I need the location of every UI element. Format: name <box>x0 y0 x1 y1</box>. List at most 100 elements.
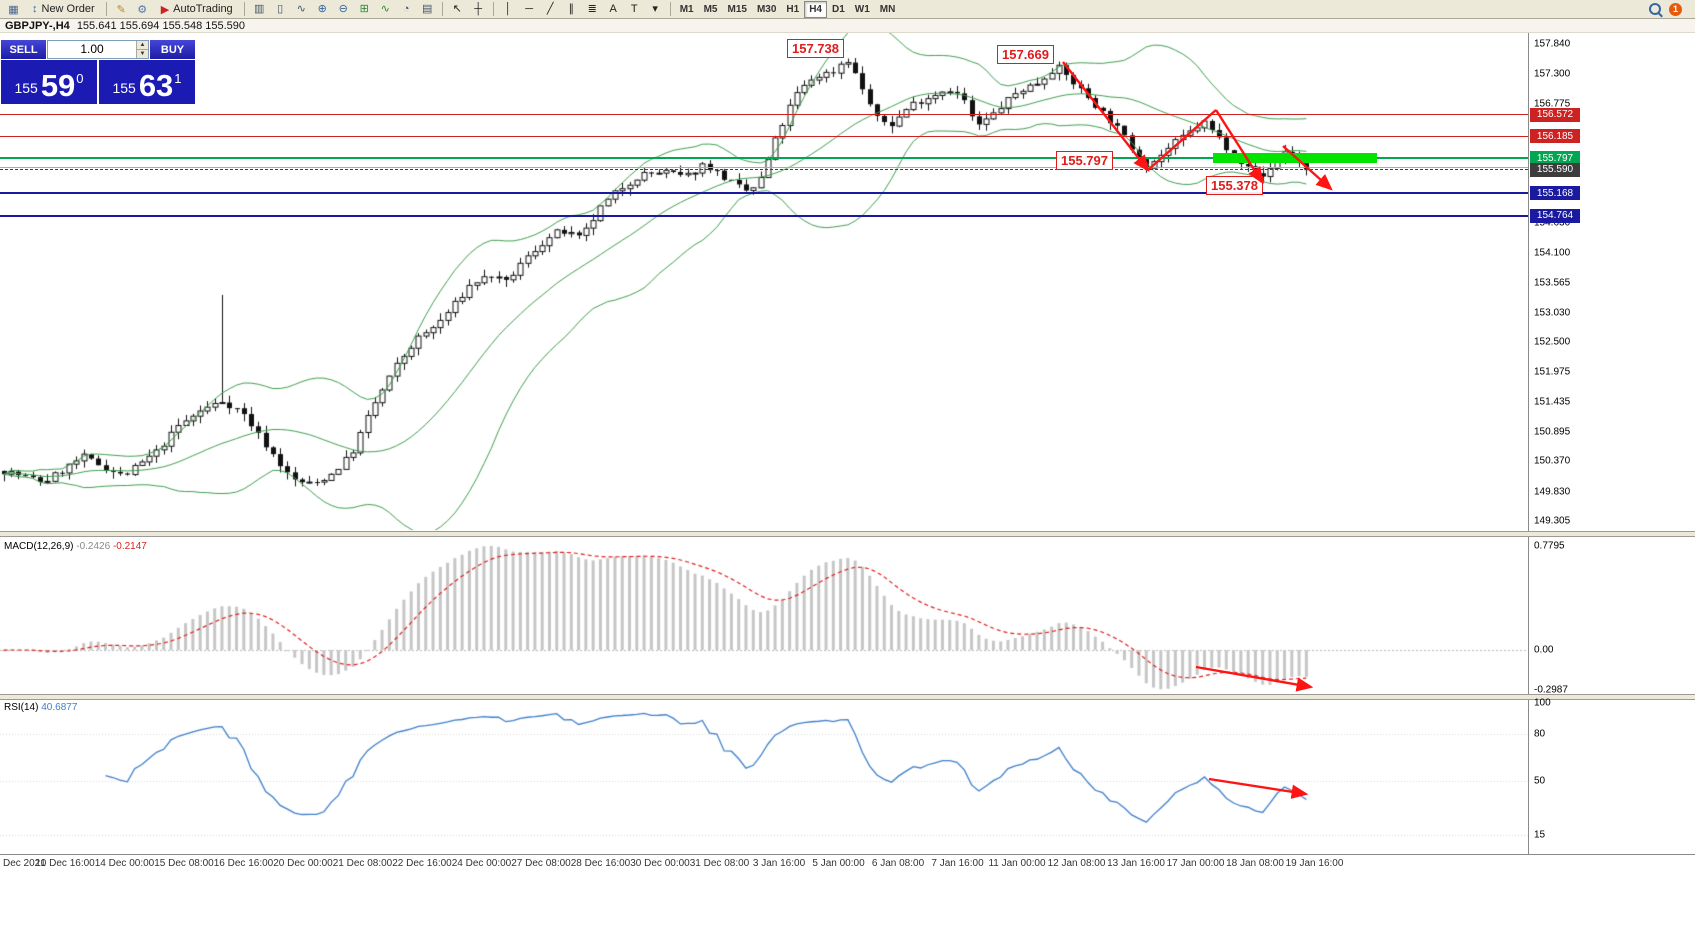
autotrading-button[interactable]: ▶ AutoTrading <box>154 0 240 18</box>
time-axis-label: 20 Dec 00:00 <box>273 858 333 869</box>
time-axis-label: 31 Dec 08:00 <box>689 858 750 869</box>
price-axis-tick: 157.300 <box>1534 68 1571 80</box>
time-axis-separator <box>0 854 1695 855</box>
time-axis-label: 13 Jan 16:00 <box>1107 858 1165 869</box>
price-level-line[interactable] <box>0 169 1528 171</box>
tile-windows-icon[interactable]: ⊞ <box>359 3 369 16</box>
time-axis-label: 28 Dec 16:00 <box>570 858 631 869</box>
chart-candles-icon[interactable]: ▯ <box>277 3 284 16</box>
timeframe-button-h4[interactable]: H4 <box>804 0 827 18</box>
autotrading-icon: ▶ <box>160 3 170 16</box>
sell-price-display[interactable]: 155 59 0 <box>1 60 97 104</box>
price-annotation-label[interactable]: 157.669 <box>997 45 1054 64</box>
price-axis-line <box>1528 19 1529 855</box>
price-axis-tick: 151.975 <box>1534 366 1571 378</box>
rsi-label: RSI(14) 40.6877 <box>4 702 77 713</box>
price-annotation-label[interactable]: 155.378 <box>1206 176 1263 195</box>
search-icon[interactable] <box>1649 3 1661 15</box>
trendline-icon[interactable]: ╱ <box>546 3 554 16</box>
options-icon[interactable]: ⚙ <box>137 3 148 16</box>
time-axis-label: Dec 2021 <box>3 858 46 869</box>
rsi-axis-label: 50 <box>1534 775 1546 786</box>
toolbar-separator <box>105 2 107 16</box>
templates-icon[interactable]: ▤ <box>421 3 433 16</box>
timeframe-button-d1[interactable]: D1 <box>832 3 845 15</box>
rsi-panel[interactable] <box>0 700 1528 853</box>
timeframe-button-h1[interactable]: H1 <box>786 3 800 15</box>
price-level-label: 155.168 <box>1530 186 1580 201</box>
time-axis-label: 12 Jan 08:00 <box>1047 858 1106 869</box>
price-annotation-label[interactable]: 155.797 <box>1056 151 1113 170</box>
time-axis-label: 14 Dec 00:00 <box>94 858 155 869</box>
timeframe-button-mn[interactable]: MN <box>879 3 896 15</box>
time-axis-label: 10 Dec 16:00 <box>35 858 95 869</box>
time-axis-label: 6 Jan 08:00 <box>871 858 925 869</box>
rsi-axis-label: 15 <box>1534 829 1546 841</box>
price-axis-tick: 157.840 <box>1534 38 1571 50</box>
timeframe-button-m1[interactable]: M1 <box>679 3 694 15</box>
periods-icon[interactable]: ◔ <box>402 3 410 16</box>
price-level-line[interactable] <box>0 157 1528 160</box>
volume-input[interactable]: 1.00 <box>80 42 104 56</box>
volume-down-button[interactable]: ▼ <box>136 50 148 58</box>
buy-button[interactable]: BUY <box>150 40 195 59</box>
price-level-line[interactable] <box>0 166 1528 168</box>
chart-macd-separator[interactable] <box>0 531 1695 537</box>
chart-symbol: GBPJPY-,H4 <box>5 19 70 32</box>
chart-line-icon[interactable]: ∿ <box>296 3 306 16</box>
price-level-line[interactable] <box>0 114 1528 116</box>
sell-price-prefix: 155 <box>14 80 38 96</box>
fibonacci-icon[interactable]: ≣ <box>587 3 597 16</box>
timeframe-button-m30[interactable]: M30 <box>756 3 777 15</box>
vertical-line-icon[interactable]: │ <box>504 3 512 16</box>
timeframe-button-m5[interactable]: M5 <box>703 3 718 15</box>
price-axis-tick: 152.500 <box>1534 336 1571 348</box>
time-axis-label: 17 Jan 00:00 <box>1166 858 1225 869</box>
horizontal-line-icon[interactable]: ─ <box>525 3 534 16</box>
new-chart-icon[interactable]: ▦ <box>8 3 19 16</box>
cursor-icon[interactable]: ↖ <box>452 3 462 16</box>
time-axis-label: 5 Jan 00:00 <box>812 858 865 869</box>
time-axis-label: 11 Jan 00:00 <box>988 858 1046 869</box>
toolbar-separator <box>492 2 494 16</box>
macd-axis-label: -0.2987 <box>1534 684 1568 696</box>
time-axis-label: 19 Jan 16:00 <box>1285 858 1344 869</box>
buy-price-prefix: 155 <box>112 80 136 96</box>
toolbar-separator <box>441 2 443 16</box>
shapes-icon[interactable]: ▾ <box>652 3 658 16</box>
new-order-button[interactable]: ↕ New Order <box>25 0 102 18</box>
price-level-line[interactable] <box>0 214 1528 217</box>
toolbar-separator <box>243 2 245 16</box>
metaeditor-icon[interactable]: ✎ <box>116 3 126 16</box>
crosshair-icon[interactable]: ┼ <box>474 3 483 16</box>
time-axis-label: 15 Dec 08:00 <box>154 858 214 869</box>
sell-price-big: 59 <box>40 68 76 103</box>
zoom-out-icon[interactable]: ⊖ <box>338 3 348 16</box>
indicators-icon[interactable]: ∿ <box>380 3 390 16</box>
sell-button[interactable]: SELL <box>1 40 46 59</box>
chart-title-bar: GBPJPY-,H4 155.641 155.694 155.548 155.5… <box>0 19 1695 33</box>
price-level-line[interactable] <box>0 192 1528 195</box>
time-axis-label: 24 Dec 00:00 <box>451 858 512 869</box>
macd-rsi-separator[interactable] <box>0 694 1695 700</box>
text-icon[interactable]: A <box>609 3 617 16</box>
equidistant-channel-icon[interactable]: ∥ <box>568 3 574 16</box>
zoom-in-icon[interactable]: ⊕ <box>317 3 327 16</box>
price-level-line[interactable] <box>0 135 1528 137</box>
time-axis-label: 22 Dec 16:00 <box>392 858 452 869</box>
price-axis-tick: 156.775 <box>1534 98 1571 109</box>
label-icon[interactable]: T <box>630 3 638 16</box>
macd-panel[interactable] <box>0 537 1528 694</box>
buy-price-display[interactable]: 155 63 1 <box>99 60 195 104</box>
time-axis-label: 18 Jan 08:00 <box>1226 858 1284 869</box>
support-zone-highlight[interactable] <box>1213 153 1377 163</box>
main-chart-panel[interactable] <box>0 33 1528 530</box>
price-axis-tick: 150.370 <box>1534 455 1571 467</box>
timeframe-button-w1[interactable]: W1 <box>854 3 870 15</box>
timeframe-button-m15[interactable]: M15 <box>727 3 747 15</box>
notification-badge[interactable]: 1 <box>1669 2 1682 16</box>
volume-up-button[interactable]: ▲ <box>136 41 148 50</box>
price-annotation-label[interactable]: 157.738 <box>787 39 844 58</box>
price-axis-tick: 149.830 <box>1534 486 1571 498</box>
chart-bars-icon[interactable]: ▥ <box>253 3 265 16</box>
